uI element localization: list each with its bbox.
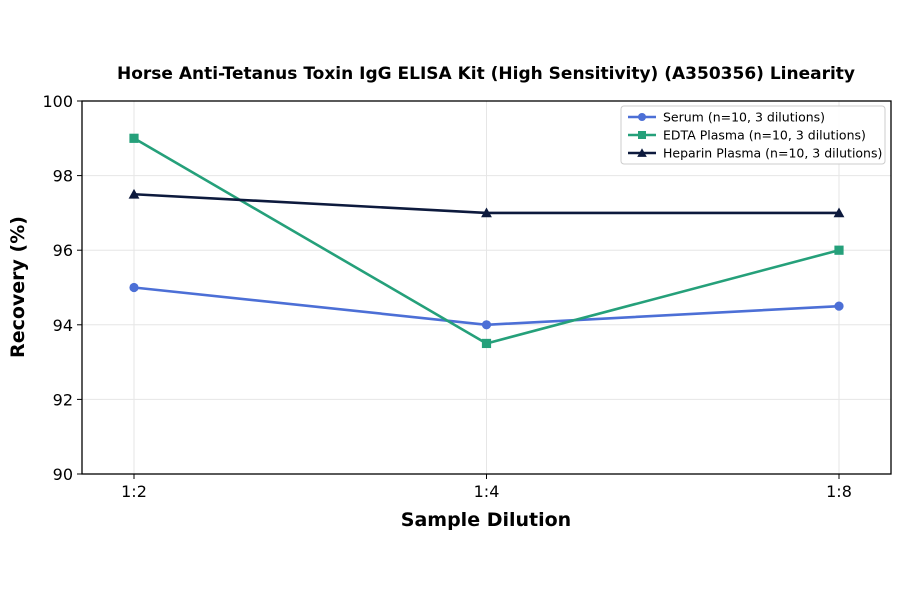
data-point	[834, 245, 844, 255]
y-tick-label: 90	[53, 465, 73, 484]
y-tick-label: 98	[53, 167, 73, 186]
series-3	[128, 188, 845, 218]
legend-entry: EDTA Plasma (n=10, 3 dilutions)	[628, 128, 866, 143]
series-layer	[128, 133, 845, 349]
legend-swatch-marker	[637, 148, 647, 157]
data-point	[834, 301, 844, 311]
legend-entry: Serum (n=10, 3 dilutions)	[628, 110, 825, 125]
data-point	[128, 188, 140, 199]
data-point	[129, 282, 139, 293]
data-point	[481, 320, 492, 330]
series-1	[129, 282, 844, 330]
ticks: 1:2 1:4 1:8 90 92 94 96 98 100	[42, 92, 851, 501]
x-tick-label: 1:8	[826, 482, 852, 501]
data-point	[129, 133, 139, 143]
x-axis-label: Sample Dilution	[401, 509, 571, 531]
y-axis-label: Recovery (%)	[7, 216, 29, 358]
y-tick-label: 94	[53, 316, 73, 335]
chart-title: Horse Anti-Tetanus Toxin IgG ELISA Kit (…	[117, 64, 855, 84]
legend-label: EDTA Plasma (n=10, 3 dilutions)	[663, 128, 866, 143]
series-2	[129, 133, 844, 349]
y-tick-label: 96	[53, 241, 73, 260]
x-tick-label: 1:4	[474, 482, 500, 501]
legend-swatch-marker	[638, 113, 646, 121]
legend-swatch-marker	[638, 131, 646, 139]
legend: Serum (n=10, 3 dilutions) EDTA Plasma (n=…	[620, 105, 886, 165]
legend-box	[620, 105, 886, 165]
data-point	[481, 338, 492, 349]
data-point	[481, 207, 492, 218]
y-tick-label: 100	[42, 92, 73, 111]
legend-label: Heparin Plasma (n=10, 3 dilutions)	[663, 146, 882, 161]
data-point	[833, 207, 845, 218]
legend-label: Serum (n=10, 3 dilutions)	[663, 110, 825, 125]
x-tick-label: 1:2	[121, 482, 147, 501]
legend-entry: Heparin Plasma (n=10, 3 dilutions)	[628, 146, 882, 161]
y-tick-label: 92	[53, 390, 73, 409]
